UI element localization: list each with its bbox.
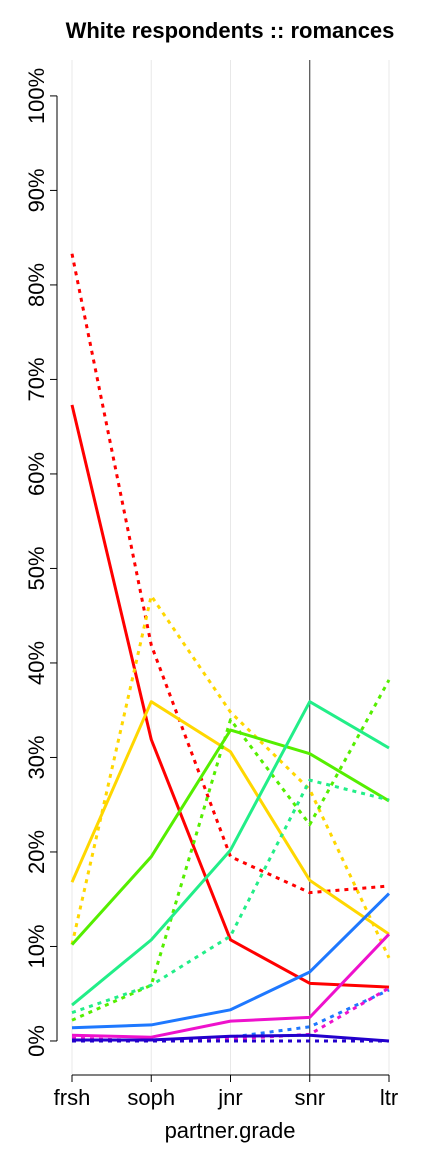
series-line [70, 404, 390, 989]
y-tick-label: 10% [24, 924, 49, 968]
series-line [71, 700, 390, 1007]
chart-title: White respondents :: romances [66, 18, 395, 43]
y-tick-label: 90% [24, 168, 49, 212]
x-tick-label: frsh [54, 1085, 91, 1110]
series-line [70, 700, 390, 936]
series-line [71, 933, 391, 1039]
y-tick-label: 0% [24, 1025, 49, 1057]
y-tick-label: 80% [24, 263, 49, 307]
x-tick-label: jnr [217, 1085, 242, 1110]
series-line [71, 778, 390, 1015]
y-tick-label: 60% [24, 452, 49, 496]
series-line [72, 1033, 390, 1043]
y-tick-label: 30% [24, 735, 49, 779]
series-line [71, 679, 391, 1022]
x-tick-label: soph [127, 1085, 175, 1110]
y-tick-label: 70% [24, 357, 49, 401]
series-line [70, 253, 390, 895]
series-line [71, 892, 391, 1030]
y-tick-label: 20% [24, 830, 49, 874]
x-tick-label: ltr [380, 1085, 398, 1110]
x-tick-label: snr [294, 1085, 325, 1110]
y-tick-label: 50% [24, 546, 49, 590]
series-line [70, 594, 391, 959]
x-axis-label: partner.grade [165, 1118, 296, 1143]
series-line [70, 728, 390, 946]
y-tick-label: 40% [24, 641, 49, 685]
y-tick-label: 100% [24, 68, 49, 124]
